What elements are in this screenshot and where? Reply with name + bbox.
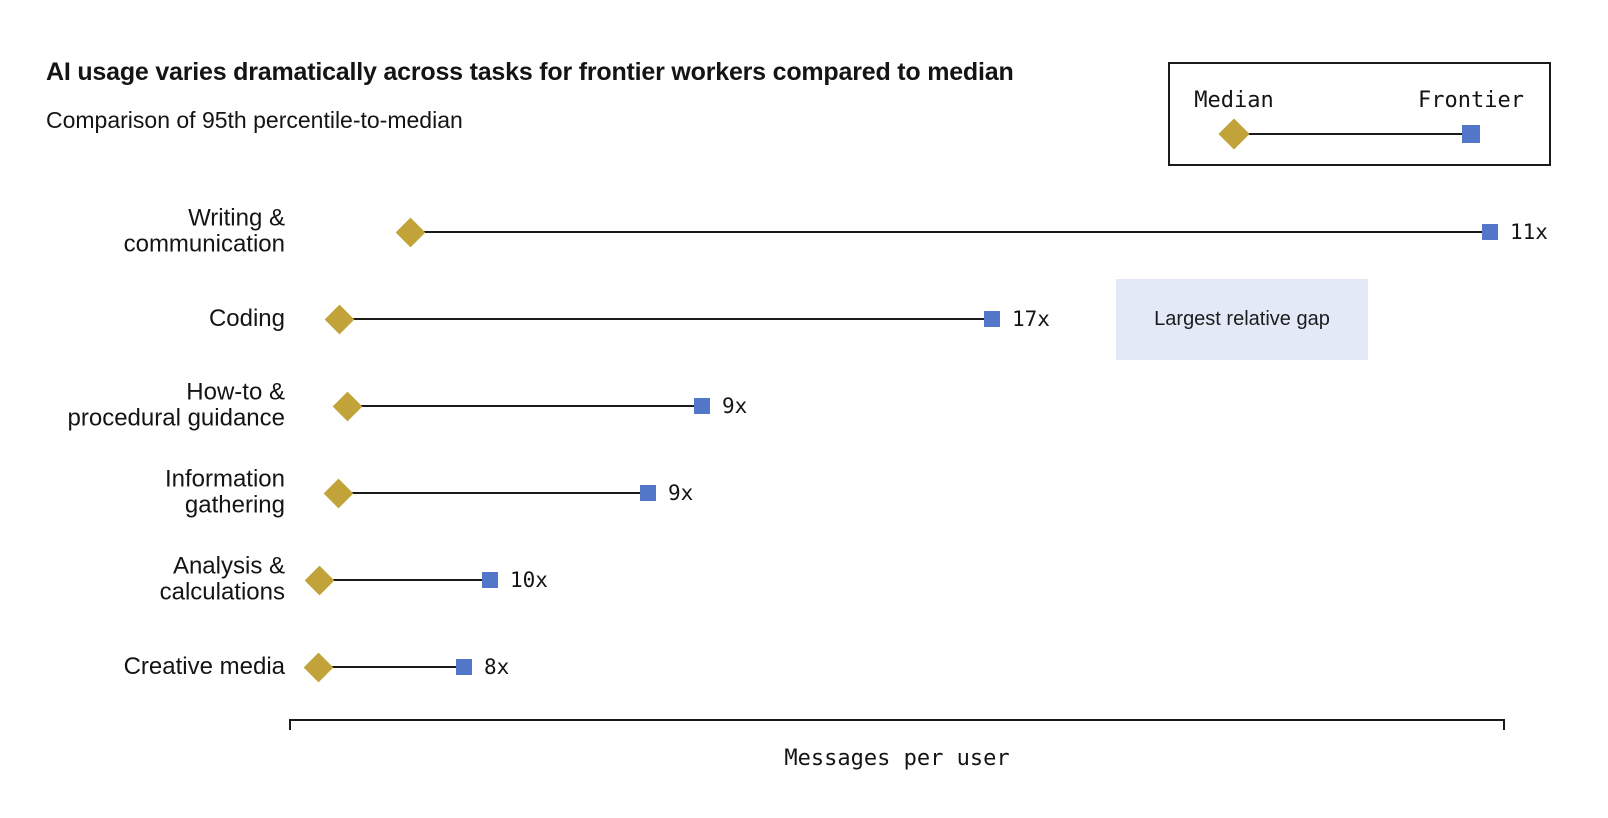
legend-frontier-label: Frontier — [1418, 88, 1524, 113]
legend-median-label: Median — [1194, 88, 1274, 113]
connector-line — [339, 318, 992, 320]
legend-box: Median Frontier — [1168, 62, 1551, 166]
ratio-label: 17x — [1012, 307, 1050, 331]
ratio-label: 10x — [510, 568, 548, 592]
x-axis-label: Messages per user — [784, 746, 1010, 771]
page-title: AI usage varies dramatically across task… — [46, 58, 1014, 86]
category-label: Creative media — [123, 652, 285, 680]
frontier-marker — [482, 572, 498, 588]
frontier-marker — [456, 659, 472, 675]
legend-median-diamond-icon — [1218, 118, 1250, 150]
frontier-marker — [694, 398, 710, 414]
frontier-marker — [984, 311, 1000, 327]
category-label: How-to & procedural guidance — [67, 378, 286, 432]
median-marker — [323, 478, 353, 508]
connector-line — [410, 231, 1490, 233]
category-label: Coding — [208, 304, 285, 332]
connector-line — [318, 666, 464, 668]
category-label: Writing & communication — [123, 204, 285, 258]
category-label: Analysis & calculations — [159, 552, 285, 606]
ratio-label: 9x — [722, 394, 748, 418]
frontier-marker — [1482, 224, 1498, 240]
connector-line — [347, 405, 702, 407]
legend-frontier-square-icon — [1462, 125, 1480, 143]
median-marker — [304, 565, 334, 595]
page-subtitle: Comparison of 95th percentile-to-median — [46, 107, 463, 133]
connector-line — [319, 579, 490, 581]
ratio-label: 9x — [668, 481, 694, 505]
ratio-label: 8x — [484, 655, 510, 679]
connector-line — [338, 492, 648, 494]
median-marker — [324, 304, 354, 334]
category-label: Information gathering — [164, 465, 285, 519]
ratio-label: 11x — [1510, 220, 1548, 244]
median-marker — [395, 217, 425, 247]
frontier-marker — [640, 485, 656, 501]
median-marker — [303, 652, 333, 682]
median-marker — [332, 391, 362, 421]
x-axis-bracket — [289, 719, 1505, 730]
legend-connector-line — [1234, 133, 1471, 135]
gap-annotation: Largest relative gap — [1116, 279, 1368, 360]
